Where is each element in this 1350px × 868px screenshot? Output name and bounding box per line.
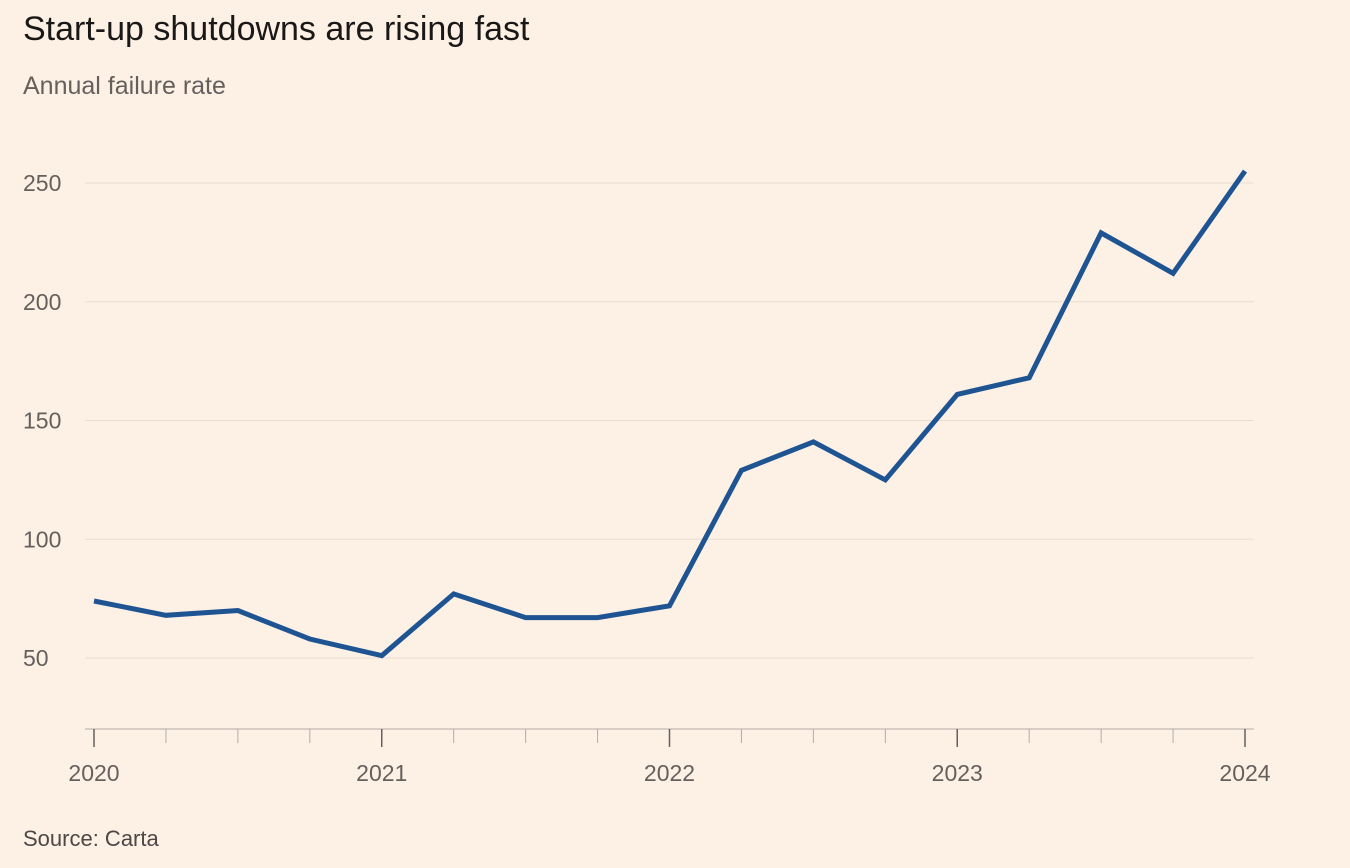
series-line-0 — [93, 169, 1248, 659]
y-axis-labels: 50 100 150 200 250 — [23, 170, 61, 671]
x-tick-label-2022: 2022 — [644, 760, 695, 786]
gridlines — [85, 182, 1254, 659]
chart-title: Start-up shutdowns are rising fast — [23, 10, 530, 48]
y-tick-label-200: 200 — [23, 289, 61, 315]
y-tick-label-250: 250 — [23, 170, 61, 196]
x-tick-label-2021: 2021 — [356, 760, 407, 786]
x-tick-label-2024: 2024 — [1219, 760, 1270, 786]
source-note: Source: Carta — [23, 826, 159, 851]
y-tick-label-150: 150 — [23, 408, 61, 434]
series-layer — [93, 169, 1248, 659]
x-axis-labels: 2020 2021 2022 2023 2024 — [68, 760, 1270, 786]
x-tick-label-2023: 2023 — [932, 760, 983, 786]
x-tick-label-2020: 2020 — [68, 760, 119, 786]
x-axis — [85, 728, 1254, 747]
chart-subtitle: Annual failure rate — [23, 72, 226, 100]
y-tick-label-50: 50 — [23, 645, 49, 671]
y-tick-label-100: 100 — [23, 526, 61, 552]
